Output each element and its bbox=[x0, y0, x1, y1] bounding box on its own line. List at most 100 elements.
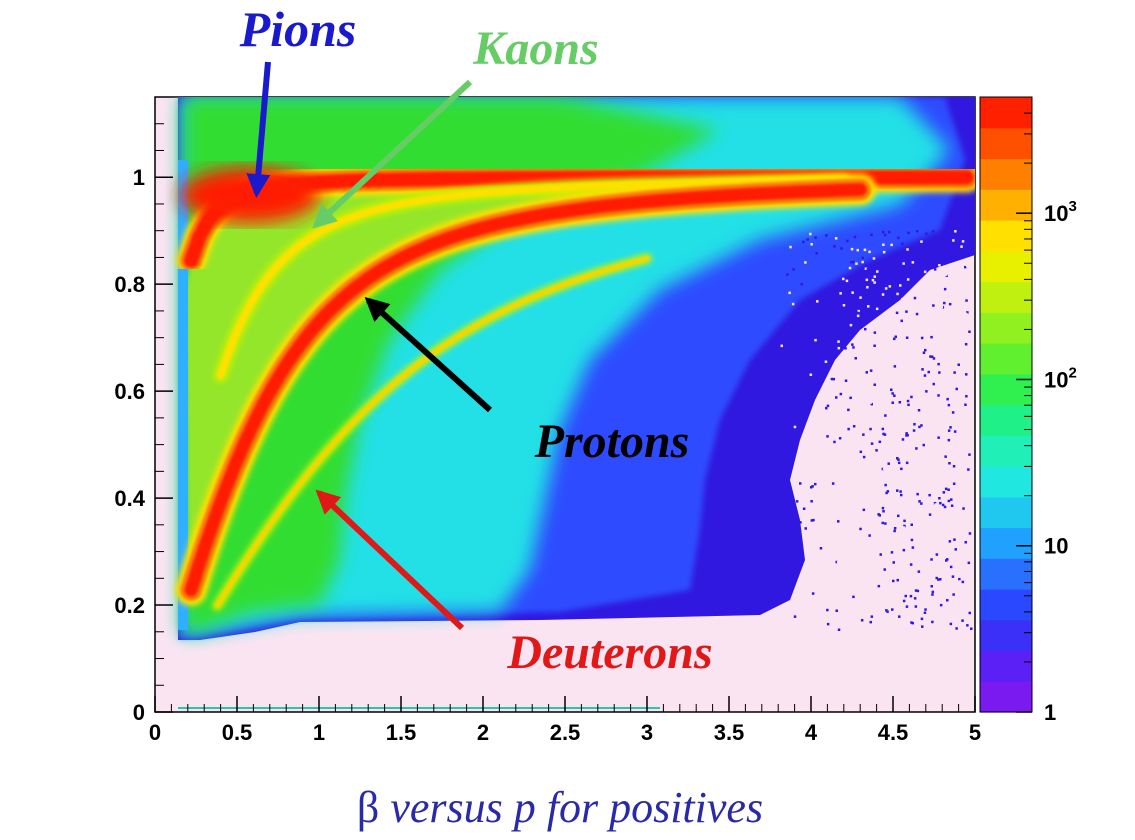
speckle-cell bbox=[969, 245, 972, 248]
speckle-cell bbox=[884, 370, 887, 373]
speckle-cell bbox=[906, 331, 910, 334]
speckle-cell bbox=[918, 563, 921, 567]
speckle-cell bbox=[836, 291, 839, 294]
speckle-cell bbox=[893, 518, 897, 522]
speckle-cell bbox=[839, 392, 843, 396]
speckle-cell bbox=[881, 427, 885, 431]
speckle-cell bbox=[869, 401, 873, 404]
speckle-cell bbox=[961, 421, 965, 425]
speckle-cell bbox=[884, 483, 887, 487]
speckle-cell bbox=[943, 505, 947, 509]
speckle-cell bbox=[890, 243, 893, 247]
speckle-cell bbox=[864, 267, 868, 270]
speckle-cell bbox=[906, 355, 910, 358]
speckle-cell bbox=[910, 515, 914, 518]
speckle-cell bbox=[925, 390, 928, 393]
speckle-cell bbox=[800, 283, 804, 286]
speckle-cell bbox=[948, 584, 951, 587]
speckle-cell bbox=[944, 487, 948, 491]
speckle-cell bbox=[913, 385, 916, 388]
speckle-cell bbox=[914, 605, 918, 608]
speckle-cell bbox=[935, 604, 939, 608]
speckle-cell bbox=[840, 247, 843, 250]
speckle-cell bbox=[939, 578, 942, 581]
speckle-cell bbox=[883, 233, 887, 237]
speckle-cell bbox=[905, 432, 908, 435]
speckle-cell bbox=[967, 598, 971, 602]
speckle-cell bbox=[921, 625, 924, 628]
speckle-cell bbox=[966, 311, 969, 314]
speckle-cell bbox=[819, 409, 822, 413]
speckle-cell bbox=[927, 312, 930, 316]
colorbar-segment bbox=[980, 435, 1032, 467]
speckle-cell bbox=[942, 484, 946, 487]
speckle-cell bbox=[955, 627, 958, 630]
speckle-cell bbox=[862, 455, 866, 459]
speckle-cell bbox=[828, 380, 831, 383]
speckle-cell bbox=[887, 583, 891, 586]
speckle-cell bbox=[885, 387, 888, 390]
speckle-cell bbox=[953, 430, 957, 433]
speckle-cell bbox=[953, 371, 956, 374]
speckle-cell bbox=[925, 232, 928, 235]
speckle-cell bbox=[932, 382, 935, 386]
speckle-cell bbox=[872, 510, 875, 513]
speckle-cell bbox=[950, 504, 954, 507]
speckle-cell bbox=[940, 525, 944, 528]
speckle-cell bbox=[902, 526, 905, 529]
speckle-cell bbox=[965, 312, 968, 316]
speckle-cell bbox=[912, 341, 915, 344]
speckle-cell bbox=[944, 455, 947, 458]
speckle-cell bbox=[918, 425, 921, 429]
colorbar-segment bbox=[980, 281, 1032, 313]
speckle-cell bbox=[780, 344, 783, 348]
speckle-cell bbox=[960, 245, 963, 248]
speckle-cell bbox=[908, 311, 911, 315]
speckle-cell bbox=[901, 401, 905, 405]
speckle-cell bbox=[870, 442, 874, 445]
speckle-cell bbox=[908, 355, 912, 359]
speckle-cell bbox=[877, 513, 880, 516]
speckle-cell bbox=[842, 314, 846, 318]
speckle-cell bbox=[910, 575, 913, 579]
colorbar-tick-base: 10 bbox=[1044, 367, 1068, 392]
colorbar-tick-exponent: 3 bbox=[1068, 198, 1076, 215]
speckle-cell bbox=[909, 353, 912, 357]
colorbar-segment bbox=[980, 619, 1032, 652]
x-tick-label: 4.5 bbox=[878, 720, 909, 745]
speckle-cell bbox=[815, 480, 818, 483]
speckle-cell bbox=[846, 239, 849, 243]
speckle-cell bbox=[934, 596, 938, 599]
speckle-cell bbox=[893, 394, 896, 397]
speckle-cell bbox=[871, 610, 874, 613]
speckle-cell bbox=[879, 553, 882, 556]
speckle-cell bbox=[881, 565, 884, 568]
speckle-cell bbox=[940, 291, 943, 294]
speckle-cell bbox=[954, 230, 957, 233]
colorbar-segment bbox=[980, 589, 1032, 621]
speckle-cell bbox=[964, 265, 967, 269]
speckle-cell bbox=[902, 548, 906, 552]
speckle-cell bbox=[955, 387, 958, 391]
speckle-cell bbox=[837, 628, 841, 631]
speckle-cell bbox=[939, 309, 942, 312]
speckle-cell bbox=[837, 560, 840, 564]
pions-arrow bbox=[246, 61, 271, 199]
colorbar-segment bbox=[980, 158, 1032, 190]
speckle-cell bbox=[913, 569, 917, 573]
speckle-cell bbox=[865, 278, 869, 282]
speckle-cell bbox=[802, 507, 806, 510]
speckle-cell bbox=[905, 461, 909, 465]
speckle-cell bbox=[932, 238, 935, 242]
speckle-cell bbox=[881, 286, 885, 290]
speckle-cell bbox=[867, 305, 870, 308]
speckle-cell bbox=[955, 522, 959, 525]
speckle-cell bbox=[940, 460, 943, 464]
speckle-cell bbox=[855, 391, 859, 394]
speckle-cell bbox=[875, 449, 878, 452]
speckle-cell bbox=[907, 561, 910, 564]
speckle-cell bbox=[947, 403, 951, 407]
speckle-cell bbox=[851, 606, 855, 609]
speckle-cell bbox=[913, 423, 916, 426]
caption-text: versus p for positives bbox=[379, 783, 763, 832]
